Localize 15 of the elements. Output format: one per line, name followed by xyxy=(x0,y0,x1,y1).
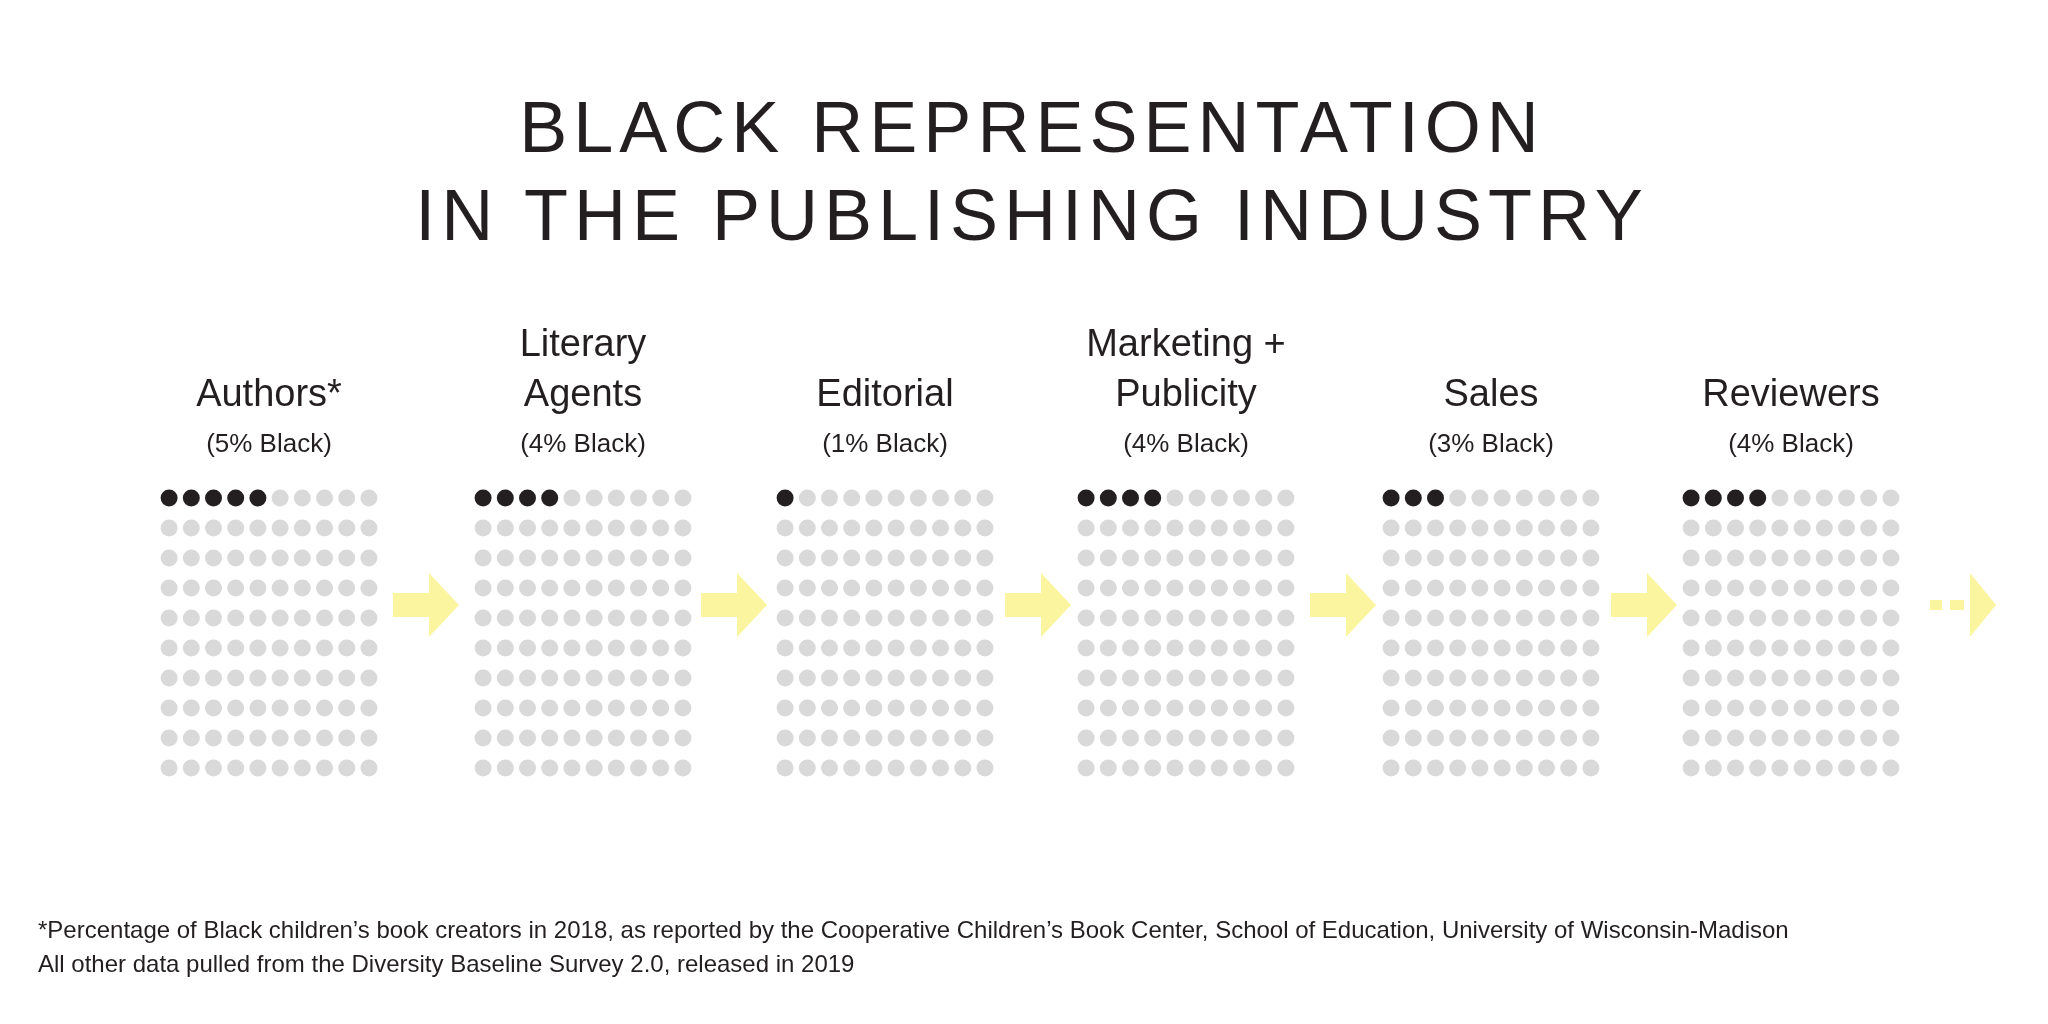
text: *Percentage of Black children’s book creators in 2018, as reported by the Cooperative Children’s Book Center, School of Education, University of Wisconsin-Madison xyxy=(38,915,1789,945)
category-label: Reviewers xyxy=(1701,371,1881,416)
data-label: (4% Black) xyxy=(1122,428,1250,460)
data-label: (5% Black) xyxy=(205,428,333,460)
text: All other data pulled from the Diversity Baseline Survey 2.0, released in 2019 xyxy=(38,949,856,979)
category-label: Marketing + Publicity xyxy=(1085,321,1287,416)
text: BLACK REPRESENTATION IN THE PUBLISHING INDUSTRY xyxy=(414,86,1650,257)
category-label: Sales xyxy=(1442,371,1540,416)
data-label: (4% Black) xyxy=(519,428,647,460)
category-label: Editorial xyxy=(815,371,955,416)
category-label: Literary Agents xyxy=(518,321,648,416)
category-label: Authors* xyxy=(195,371,343,416)
data-label: (3% Black) xyxy=(1427,428,1555,460)
data-label: (1% Black) xyxy=(821,428,949,460)
data-label: (4% Black) xyxy=(1727,428,1855,460)
